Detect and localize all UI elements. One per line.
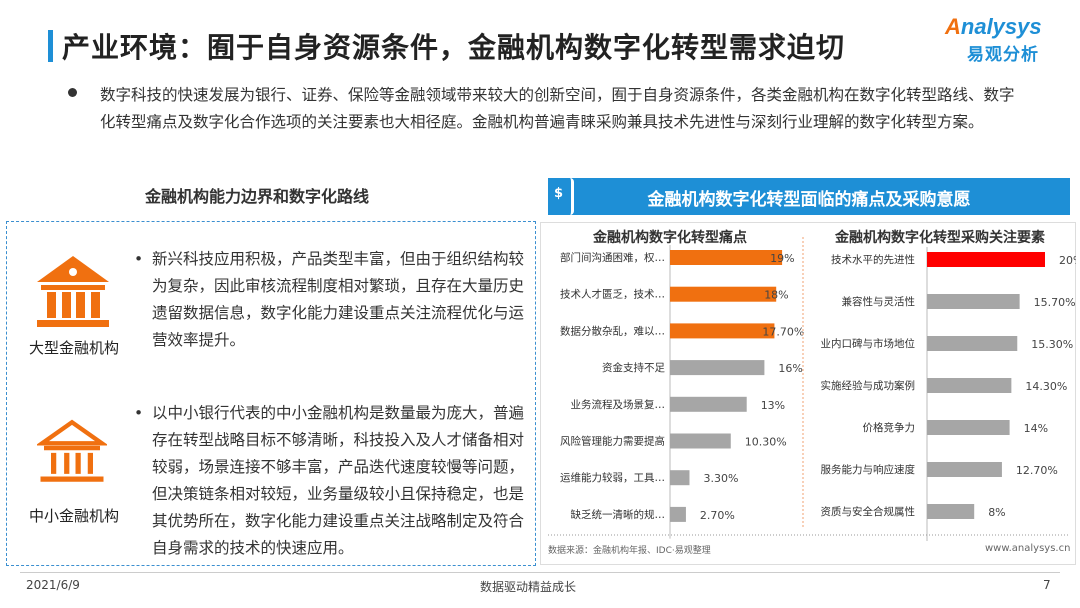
category-label: 服务能力与响应速度: [821, 463, 916, 476]
data-label: 17.70%: [762, 325, 804, 338]
left-section-heading: 金融机构能力边界和数字化路线: [145, 187, 370, 206]
page-title: 产业环境：囿于自身资源条件，金融机构数字化转型需求迫切: [62, 31, 846, 64]
bar: [670, 506, 686, 522]
large-institution-text: • 新兴科技应用积极，产品类型丰富，但由于组织结构较为复杂，因此审核流程制度相对繁…: [134, 250, 525, 349]
bar: [927, 378, 1012, 393]
data-label: 12.70%: [1016, 464, 1058, 477]
category-label: 缺乏统一清晰的规…: [571, 508, 666, 521]
large-institution-desc: 新兴科技应用积极，产品类型丰富，但由于组织结构较为复杂，因此审核流程制度相对繁琐…: [152, 250, 525, 349]
data-label: 3.30%: [703, 472, 738, 485]
bar: [670, 396, 747, 412]
footer-date: 2021/6/9: [26, 578, 80, 592]
small-bank-icon: [37, 419, 107, 482]
right-section-header: $ 金融机构数字化转型面临的痛点及采购意愿: [548, 178, 1070, 215]
category-label: 风险管理能力需要提高: [560, 435, 665, 448]
category-label: 业内口碑与市场地位: [821, 337, 916, 350]
category-label: 数据分散杂乱，难以…: [560, 324, 665, 337]
chart-title: 金融机构数字化转型采购关注要素: [834, 229, 1045, 246]
data-label: 15.70%: [1034, 296, 1076, 309]
category-label: 资金支持不足: [602, 361, 665, 374]
institution-box: 大型金融机构 • 新兴科技应用积极，产品类型丰富，但由于组织结构较为复杂，因此审核…: [6, 221, 536, 566]
title-accent-bar: [48, 30, 53, 62]
category-label: 实施经验与成功案例: [821, 379, 916, 392]
logo-cn: 易观分析: [967, 45, 1039, 65]
small-institution-label: 中小金融机构: [28, 507, 119, 525]
bar: [927, 504, 975, 519]
bar: [670, 433, 731, 449]
category-label: 兼容性与灵活性: [842, 295, 916, 308]
bar: [670, 323, 775, 339]
bar: [670, 360, 765, 376]
large-bank-icon: [37, 256, 109, 327]
data-label: 19%: [770, 252, 794, 265]
bar: [927, 336, 1018, 351]
intro-text: 数字科技的快速发展为银行、证券、保险等金融领域带来较大的创新空间，囿于自身资源条…: [100, 86, 1015, 131]
data-label: 14%: [1024, 422, 1048, 435]
category-label: 资质与安全合规属性: [821, 505, 916, 518]
chart-panel: [540, 222, 1076, 565]
logo-en: Analysys: [945, 14, 1042, 39]
dollar-phone-icon: $: [548, 178, 574, 215]
data-label: 16%: [778, 362, 802, 375]
right-section-heading: 金融机构数字化转型面临的痛点及采购意愿: [647, 190, 971, 210]
analysys-logo: Analysys 易观分析: [945, 14, 1065, 74]
data-source: 数据来源：金融机构年报、IDC·易观整理: [548, 546, 711, 556]
category-label: 运维能力较弱，工具…: [560, 471, 665, 484]
data-label: 14.30%: [1025, 380, 1067, 393]
data-label: 20%: [1059, 254, 1076, 267]
category-label: 技术水平的先进性: [831, 253, 915, 266]
category-label: 部门间沟通困难，权…: [560, 251, 665, 264]
bullet-icon: [68, 88, 77, 97]
bar: [927, 294, 1020, 309]
bar: [927, 462, 1002, 477]
bar: [927, 420, 1010, 435]
page-number: 7: [1043, 578, 1051, 592]
small-institution-text: • 以中小银行代表的中小金融机构是数量最为庞大，普遍存在转型战略目标不够清晰，科技…: [134, 404, 525, 557]
data-label: 13%: [761, 399, 785, 412]
data-label: 8%: [988, 506, 1005, 519]
footer-slogan: 数据驱动精益成长: [480, 580, 577, 594]
small-institution-desc: 以中小银行代表的中小金融机构是数量最为庞大，普遍存在转型战略目标不够清晰，科技投…: [152, 404, 525, 557]
data-label: 15.30%: [1031, 338, 1073, 351]
bar: [670, 286, 777, 302]
data-label: 18%: [764, 289, 788, 302]
bar: [670, 250, 783, 265]
large-institution-label: 大型金融机构: [28, 339, 119, 357]
category-label: 技术人才匮乏，技术…: [560, 288, 665, 301]
data-label: 2.70%: [700, 509, 735, 522]
category-label: 价格竞争力: [863, 421, 916, 434]
data-label: 10.30%: [745, 436, 787, 449]
footer-divider: [20, 572, 1060, 573]
chart-title: 金融机构数字化转型痛点: [592, 229, 747, 246]
bar: [670, 470, 690, 486]
website: www.analysys.cn: [985, 543, 1071, 554]
bar: [927, 252, 1045, 267]
category-label: 业务流程及场景复…: [571, 398, 666, 411]
